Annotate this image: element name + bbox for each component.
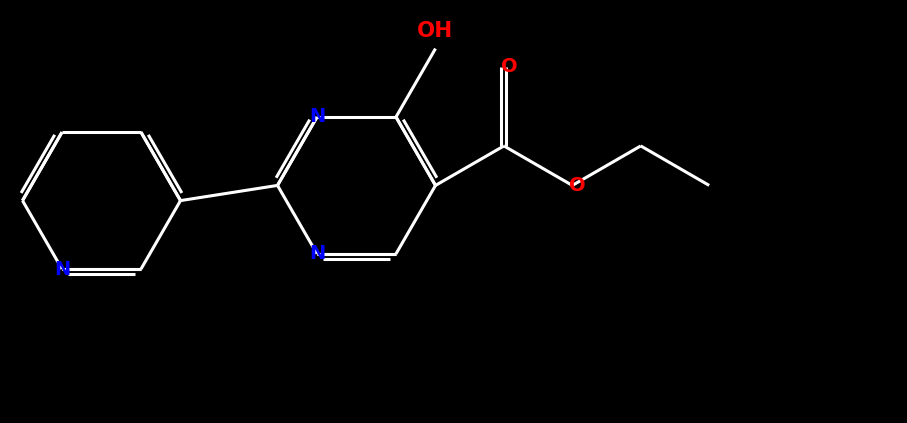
Text: N: N	[309, 244, 325, 264]
Text: O: O	[501, 58, 517, 77]
Text: OH: OH	[417, 21, 454, 41]
Text: O: O	[569, 176, 586, 195]
Text: N: N	[309, 107, 325, 126]
Text: N: N	[54, 260, 70, 278]
